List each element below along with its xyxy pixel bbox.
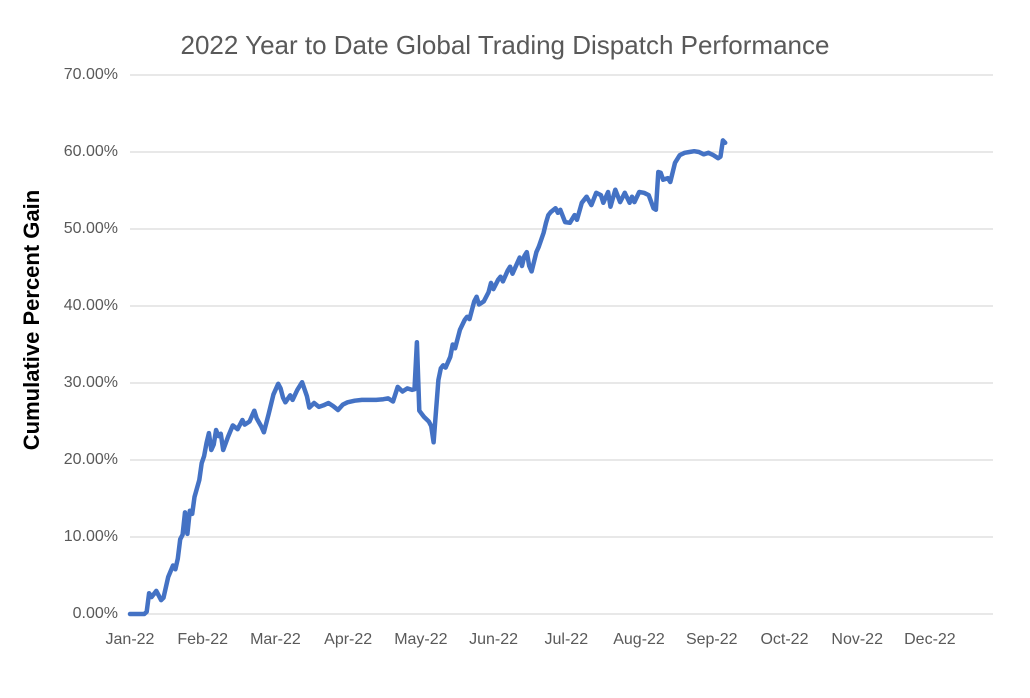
x-tick-label: Nov-22 xyxy=(831,631,883,648)
y-tick-label: 50.00% xyxy=(63,220,118,237)
y-tick-label: 60.00% xyxy=(63,143,118,160)
y-tick-label: 30.00% xyxy=(63,374,118,391)
x-tick-label: Dec-22 xyxy=(904,631,956,648)
gridlines xyxy=(130,74,993,615)
x-tick-label: Jan-22 xyxy=(105,631,155,648)
x-tick-label: Jul-22 xyxy=(544,631,589,648)
performance-line xyxy=(127,138,728,617)
x-tick-label: Mar-22 xyxy=(250,631,301,648)
x-tick-label: Apr-22 xyxy=(324,631,373,648)
x-tick-label: Aug-22 xyxy=(613,631,665,648)
x-tick-label: Jun-22 xyxy=(469,631,519,648)
x-tick-label: May-22 xyxy=(394,631,448,648)
y-tick-label: 70.00% xyxy=(63,66,118,83)
chart-title: 2022 Year to Date Global Trading Dispatc… xyxy=(180,30,830,60)
y-tick-label: 0.00% xyxy=(72,605,118,622)
y-tick-label: 40.00% xyxy=(63,297,118,314)
x-tick-label: Feb-22 xyxy=(177,631,229,648)
y-tick-label: 20.00% xyxy=(63,451,118,468)
x-tick-label: Oct-22 xyxy=(760,631,809,648)
x-tick-label: Sep-22 xyxy=(685,631,738,648)
y-tick-label: 10.00% xyxy=(63,528,118,545)
